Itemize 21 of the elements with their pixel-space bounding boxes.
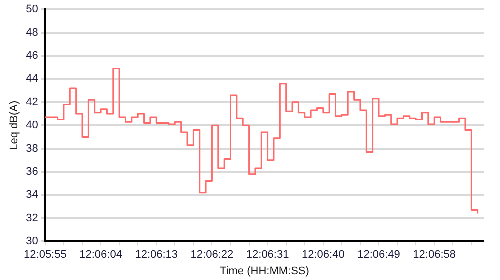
x-axis-title: Time (HH:MM:SS)	[220, 265, 310, 278]
x-tick-label: 12:06:31	[246, 249, 290, 262]
y-tick-label: 50	[26, 4, 38, 16]
y-tick-label: 48	[26, 26, 38, 39]
y-tick-label: 40	[26, 120, 38, 132]
x-tick-label: 12:06:58	[413, 249, 456, 262]
x-tick-label: 12:06:40	[302, 249, 345, 262]
y-tick-label: 44	[26, 73, 38, 86]
x-tick-label: 12:06:04	[80, 249, 122, 262]
y-tick-label: 38	[26, 142, 38, 155]
y-tick-label: 46	[26, 50, 38, 62]
y-tick-label: 36	[26, 166, 38, 178]
y-tick-label: 30	[26, 236, 38, 248]
x-tick-label: 12:05:55	[24, 249, 67, 262]
y-tick-label: 34	[26, 189, 38, 202]
y-tick-label: 42	[26, 96, 38, 108]
y-tick-label: 32	[26, 212, 38, 224]
x-tick-label: 12:06:49	[358, 249, 400, 262]
x-tick-label: 12:06:13	[135, 249, 178, 262]
x-tick-label: 12:06:22	[190, 249, 234, 262]
y-axis-title: Leq dB(A)	[8, 100, 21, 150]
